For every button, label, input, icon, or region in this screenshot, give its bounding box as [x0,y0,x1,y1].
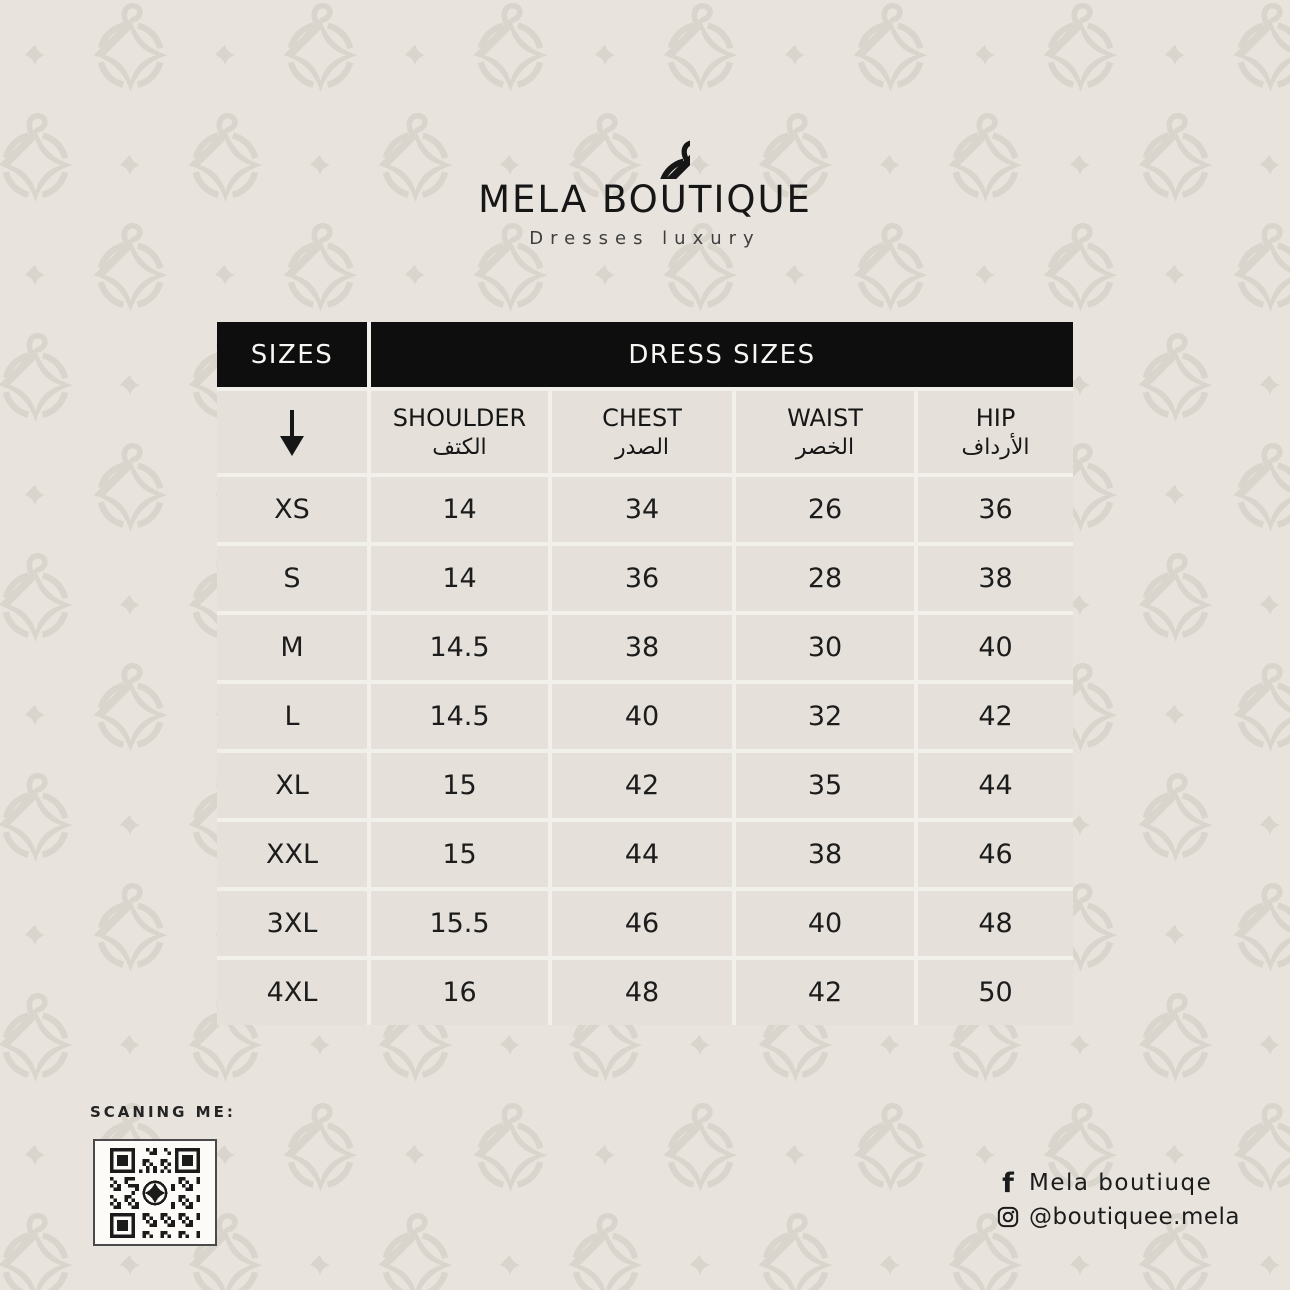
row-size-l: L [217,684,367,749]
down-arrow-cell [217,391,367,473]
measurement-cell: 50 [918,960,1073,1025]
row-size-xl: XL [217,753,367,818]
row-size-4xl: 4XL [217,960,367,1025]
measurement-cell: 38 [736,822,914,887]
measurement-cell: 14 [371,477,548,542]
column-header-ar: الخصر [795,434,855,460]
measurement-cell: 38 [918,546,1073,611]
measurement-cell: 15.5 [371,891,548,956]
instagram-icon [997,1206,1019,1228]
instagram-row: @boutiquee.mela [997,1200,1240,1234]
measurement-cell: 36 [552,546,732,611]
qr-code-image [110,1147,200,1238]
column-header-en: CHEST [602,403,682,432]
measurement-cell: 42 [918,684,1073,749]
measurement-cell: 35 [736,753,914,818]
column-header-ar: الأرداف [961,434,1030,460]
table-corner-header: SIZES [217,322,367,387]
measurement-cell: 48 [552,960,732,1025]
measurement-cell: 48 [918,891,1073,956]
brand-name: MELA BOUTIQUE [478,178,812,221]
measurement-cell: 32 [736,684,914,749]
facebook-icon: f [1002,1167,1014,1199]
column-header-chest: CHEST الصدر [552,391,732,473]
measurement-cell: 40 [552,684,732,749]
measurement-cell: 15 [371,822,548,887]
instagram-handle: @boutiquee.mela [1029,1204,1240,1230]
measurement-cell: 44 [918,753,1073,818]
table-group-header: DRESS SIZES [371,322,1073,387]
column-header-en: WAIST [787,403,863,432]
down-arrow-icon [280,409,304,456]
measurement-cell: 28 [736,546,914,611]
facebook-handle: Mela boutiuqe [1029,1170,1213,1196]
facebook-row: f Mela boutiuqe [997,1166,1240,1200]
measurement-cell: 34 [552,477,732,542]
size-chart-table: SIZES DRESS SIZES SHOULDER الكتف CHEST الصد… [217,322,1073,1025]
measurement-cell: 38 [552,615,732,680]
measurement-cell: 30 [736,615,914,680]
column-header-en: SHOULDER [392,403,527,432]
measurement-cell: 14.5 [371,615,548,680]
measurement-cell: 14.5 [371,684,548,749]
column-header-ar: الكتف [432,434,487,460]
row-size-xs: XS [217,477,367,542]
row-size-s: S [217,546,367,611]
row-size-xxl: XXL [217,822,367,887]
column-header-ar: الصدر [614,434,670,460]
column-header-en: HIP [975,403,1016,432]
social-links: f Mela boutiuqe @boutiquee.mela [997,1166,1240,1234]
row-size-m: M [217,615,367,680]
measurement-cell: 14 [371,546,548,611]
column-header-shoulder: SHOULDER الكتف [371,391,548,473]
measurement-cell: 26 [736,477,914,542]
measurement-cell: 42 [552,753,732,818]
scan-me-label: SCANING ME: [90,1103,236,1121]
measurement-cell: 46 [552,891,732,956]
measurement-cell: 15 [371,753,548,818]
measurement-cell: 46 [918,822,1073,887]
measurement-cell: 42 [736,960,914,1025]
measurement-cell: 36 [918,477,1073,542]
measurement-cell: 16 [371,960,548,1025]
row-size-3xl: 3XL [217,891,367,956]
measurement-cell: 40 [918,615,1073,680]
qr-code [93,1139,217,1246]
column-header-hip: HIP الأرداف [918,391,1073,473]
brand-tagline: Dresses luxury [529,228,761,249]
column-header-waist: WAIST الخصر [736,391,914,473]
measurement-cell: 44 [552,822,732,887]
measurement-cell: 40 [736,891,914,956]
brand-logo-icon [603,84,690,179]
